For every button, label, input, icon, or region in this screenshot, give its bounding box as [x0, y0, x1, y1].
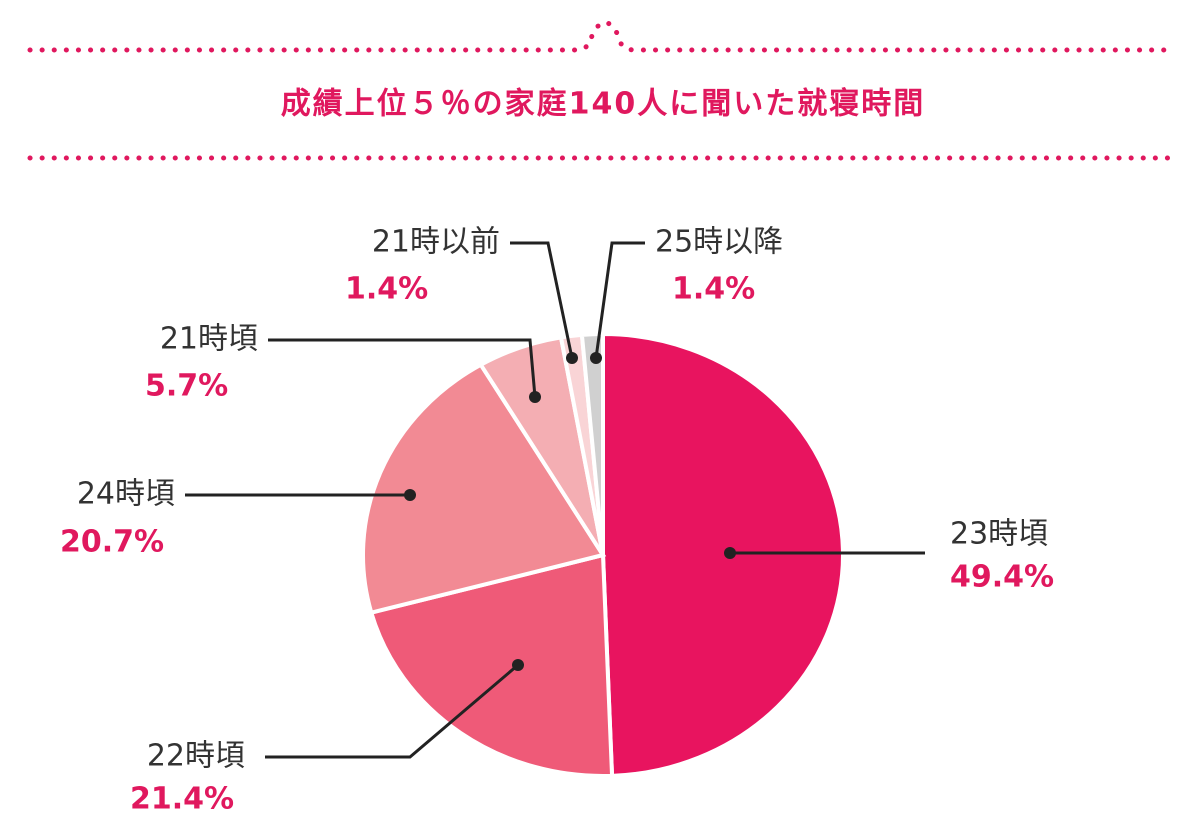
leader-dot — [404, 489, 416, 501]
pie-slice — [361, 362, 607, 616]
pie-slice — [368, 552, 615, 778]
value-label: 5.7% — [145, 369, 228, 404]
leader-dot — [512, 659, 524, 671]
leader-dot — [724, 547, 736, 559]
pie-slice — [601, 331, 845, 778]
slice-label: 21時以前 — [372, 225, 500, 260]
leader-line — [594, 241, 645, 359]
leader-dot — [566, 352, 578, 364]
slice-label: 22時頃 — [147, 739, 245, 774]
value-label: 20.7% — [60, 525, 164, 560]
pie-slice — [579, 331, 605, 556]
chart-title: 成績上位５％の家庭140人に聞いた就寝時間 — [281, 87, 926, 122]
leader-dot — [590, 352, 602, 364]
value-label: 21.4% — [130, 782, 234, 817]
slice-label: 23時頃 — [950, 517, 1048, 552]
leader-line — [265, 663, 519, 759]
top-dotted-rule — [27, 20, 1178, 53]
value-label: 1.4% — [672, 272, 755, 307]
leader-line — [510, 241, 574, 359]
leader-line — [268, 338, 537, 398]
leader-dot — [529, 391, 541, 403]
slice-label: 21時頃 — [160, 322, 258, 357]
slice-label: 24時頃 — [77, 477, 175, 512]
value-label: 1.4% — [345, 272, 428, 307]
value-label: 49.4% — [950, 560, 1054, 595]
slice-label: 25時以降 — [655, 225, 783, 260]
